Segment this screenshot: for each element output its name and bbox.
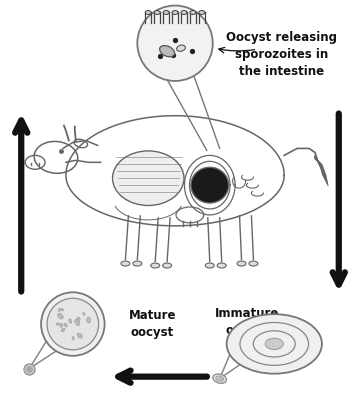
Ellipse shape <box>217 263 226 268</box>
Circle shape <box>41 292 105 356</box>
Ellipse shape <box>199 11 205 14</box>
Ellipse shape <box>58 308 61 311</box>
Ellipse shape <box>145 11 151 14</box>
Circle shape <box>137 6 213 81</box>
Ellipse shape <box>61 328 65 332</box>
Ellipse shape <box>121 261 130 266</box>
Ellipse shape <box>190 11 196 14</box>
Ellipse shape <box>60 323 63 327</box>
Ellipse shape <box>213 374 226 383</box>
Ellipse shape <box>69 319 72 323</box>
Ellipse shape <box>237 261 246 266</box>
Ellipse shape <box>249 261 258 266</box>
Ellipse shape <box>154 11 160 14</box>
Ellipse shape <box>83 313 85 315</box>
Ellipse shape <box>181 11 187 14</box>
Ellipse shape <box>61 308 64 311</box>
Ellipse shape <box>56 323 60 325</box>
Ellipse shape <box>177 45 185 51</box>
Ellipse shape <box>113 151 184 206</box>
Ellipse shape <box>87 317 91 323</box>
Ellipse shape <box>133 261 142 266</box>
Ellipse shape <box>76 317 80 322</box>
Ellipse shape <box>72 337 74 340</box>
Ellipse shape <box>172 11 178 14</box>
Ellipse shape <box>205 263 214 268</box>
Ellipse shape <box>159 46 175 57</box>
Ellipse shape <box>75 319 80 326</box>
Ellipse shape <box>191 167 229 203</box>
Ellipse shape <box>265 338 283 350</box>
Circle shape <box>47 298 99 350</box>
Text: Oocyst releasing
sporozoites in
the intestine: Oocyst releasing sporozoites in the inte… <box>226 31 337 78</box>
Ellipse shape <box>163 11 169 14</box>
Ellipse shape <box>77 333 82 338</box>
Ellipse shape <box>58 313 63 319</box>
Ellipse shape <box>163 263 172 268</box>
Ellipse shape <box>151 263 159 268</box>
Text: Mature
oocyst: Mature oocyst <box>129 309 176 339</box>
Ellipse shape <box>64 323 67 327</box>
Ellipse shape <box>227 314 322 374</box>
Ellipse shape <box>216 376 224 381</box>
Text: Immature
oocyst: Immature oocyst <box>215 307 280 337</box>
